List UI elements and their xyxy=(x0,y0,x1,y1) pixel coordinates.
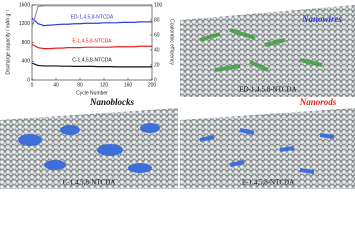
legend-label: C-1,4,5,8-NTCDA xyxy=(72,58,112,64)
panel-title: Nanoblocks xyxy=(89,97,135,107)
panel-label: ED-1,4,5,8-NTCDA xyxy=(239,86,296,94)
y2-tick-label: 80 xyxy=(154,17,160,23)
legend-label: ED-1,4,5,8-NTCDA xyxy=(71,15,114,21)
legend-label: E-1,4,5,8-NTCDA xyxy=(72,39,112,45)
scene-nanoblocks xyxy=(0,108,178,189)
x-tick-label: 40 xyxy=(53,82,59,88)
y2-tick-label: 40 xyxy=(154,47,160,53)
x-axis-label: Cycle Number xyxy=(76,90,108,96)
figure: Nanowires ED-1,4,5,8-NTCDA Nanoblocks C-… xyxy=(0,2,355,189)
x-tick-label: 0 xyxy=(31,82,34,88)
y2-tick-label: 20 xyxy=(154,62,160,68)
y2-tick-label: 100 xyxy=(154,2,163,8)
panel-title: Nanowires xyxy=(301,14,343,24)
series-line xyxy=(31,17,152,27)
panel-label: E-1,4,5,8-NTCDA xyxy=(242,179,294,187)
x-tick-label: 160 xyxy=(124,82,133,88)
x-tick-label: 120 xyxy=(100,82,109,88)
x-tick-label: 80 xyxy=(77,82,83,88)
series-line xyxy=(31,5,152,28)
y-tick-label: 1200 xyxy=(19,21,30,27)
series-line xyxy=(31,43,152,50)
y-tick-label: 800 xyxy=(22,40,31,46)
y-axis-label: Discharge capacity / mAh g⁻¹ xyxy=(5,9,11,74)
y2-tick-label: 0 xyxy=(154,77,157,83)
y-tick-label: 0 xyxy=(27,77,30,83)
panel-title: Nanorods xyxy=(299,97,337,107)
y-tick-label: 400 xyxy=(22,59,31,65)
plot-frame xyxy=(31,4,153,81)
y-tick-label: 1600 xyxy=(19,2,30,8)
x-tick-label: 200 xyxy=(148,82,157,88)
series-line xyxy=(31,62,152,68)
chart: Discharge capacity / mAh g⁻¹ Coulombic e… xyxy=(5,2,174,96)
scene-nanorods xyxy=(180,108,355,189)
panel-label: C-1,4,5,8-NTCDA xyxy=(63,179,116,187)
y2-axis-label: Coulombic efficiency xyxy=(169,19,175,65)
y2-tick-label: 60 xyxy=(154,32,160,38)
scene-nanowires xyxy=(180,5,355,97)
